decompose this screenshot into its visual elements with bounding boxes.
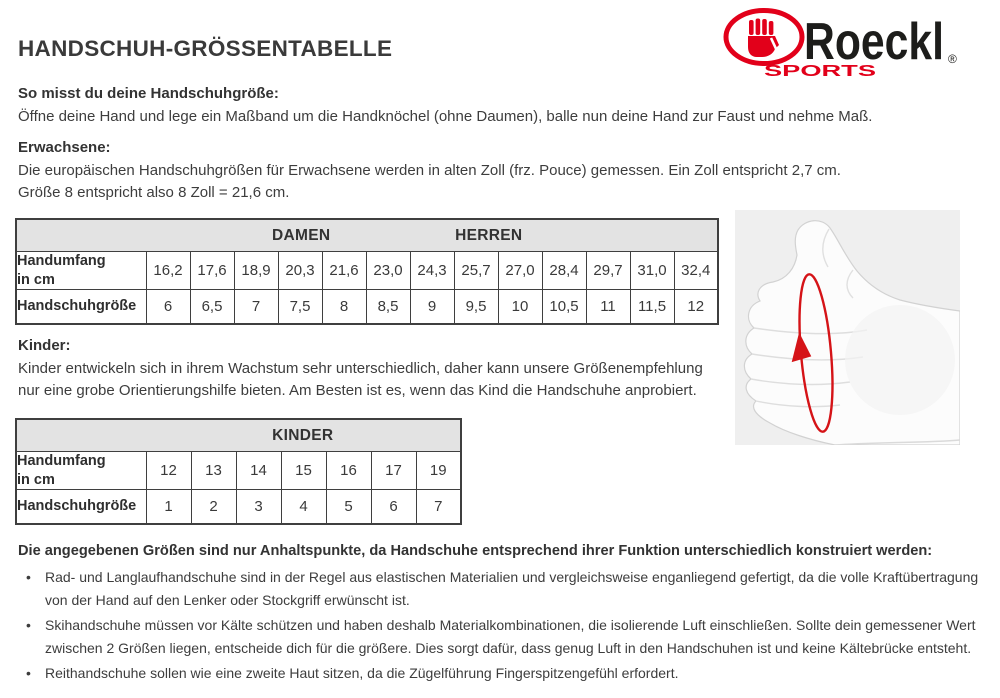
- circumference-cell: 25,7: [453, 251, 499, 290]
- measure-heading: So misst du deine Handschuhgröße:: [18, 85, 279, 102]
- kinder-group-label: KINDER: [272, 426, 334, 444]
- size-cell: 8,5: [365, 289, 411, 324]
- damen-group-label: DAMEN: [272, 226, 331, 244]
- size-cell: 6,5: [189, 289, 235, 324]
- thumb-line: [769, 37, 780, 54]
- circumference-cell: 29,7: [585, 251, 631, 290]
- registered-mark: ®: [948, 52, 957, 66]
- circumference-cell: 15: [280, 451, 327, 490]
- adults-text-line1: Die europäischen Handschuhgrößen für Erw…: [18, 162, 841, 179]
- roeckl-logo-graphic: Roeckl ® SPORTS: [723, 8, 957, 80]
- size-cell: 11,5: [629, 289, 675, 324]
- circumference-cell: 32,4: [673, 251, 719, 290]
- size-cell: 10,5: [541, 289, 587, 324]
- size-cell: 5: [325, 489, 372, 524]
- measure-body: Öffne deine Hand und lege ein Maßband um…: [18, 108, 873, 125]
- measure-ellipse-icon: [791, 273, 834, 433]
- brand-logo: Roeckl ® SPORTS: [718, 5, 966, 80]
- adult-table-group-header: DAMEN HERREN: [15, 218, 719, 252]
- circumference-cell: 16: [325, 451, 372, 490]
- herren-group-label: HERREN: [455, 226, 523, 244]
- hand-graphic: [743, 220, 961, 446]
- kids-size-table: KINDER Handumfang in cm 12 13 14 15 16 1…: [15, 418, 462, 525]
- circumference-cell: 21,6: [321, 251, 367, 290]
- circumference-cell: 12: [145, 451, 192, 490]
- circumference-cell: 19: [415, 451, 462, 490]
- circumference-cell: 17: [370, 451, 417, 490]
- list-item: Reithandschuhe sollen wie eine zweite Ha…: [18, 662, 980, 685]
- kids-text-line1: Kinder entwickeln sich in ihrem Wachstum…: [18, 360, 703, 377]
- list-item: Skihandschuhe müssen vor Kälte schützen …: [18, 614, 980, 660]
- size-cell: 7: [415, 489, 462, 524]
- row-label-circumference: Handumfang in cm: [15, 251, 147, 290]
- circumference-cell: 16,2: [145, 251, 191, 290]
- circumference-cell: 18,9: [233, 251, 279, 290]
- brand-subtitle: SPORTS: [764, 63, 877, 79]
- size-cell: 6: [145, 289, 191, 324]
- circumference-cell: 28,4: [541, 251, 587, 290]
- circumference-cell: 24,3: [409, 251, 455, 290]
- circumference-cell: 20,3: [277, 251, 323, 290]
- size-cell: 3: [235, 489, 282, 524]
- size-cell: 8: [321, 289, 367, 324]
- page-title: HANDSCHUH-GRÖSSENTABELLE: [18, 36, 393, 61]
- circumference-cell: 14: [235, 451, 282, 490]
- row-label-glove-size: Handschuhgröße: [15, 289, 147, 324]
- kids-text-line2: nur eine grobe Orientierungshilfe bieten…: [18, 382, 697, 399]
- circumference-cell: 17,6: [189, 251, 235, 290]
- size-cell: 12: [673, 289, 719, 324]
- size-cell: 6: [370, 489, 417, 524]
- size-cell: 11: [585, 289, 631, 324]
- brand-name: Roeckl: [804, 13, 944, 71]
- logo-oval: [723, 8, 805, 66]
- size-cell: 9,5: [453, 289, 499, 324]
- circumference-cell: 31,0: [629, 251, 675, 290]
- row-label-circumference: Handumfang in cm: [15, 451, 147, 490]
- size-cell: 1: [145, 489, 192, 524]
- hand-measurement-image: [735, 210, 961, 446]
- list-item: Rad- und Langlaufhandschuhe sind in der …: [18, 566, 980, 612]
- circumference-cell: 13: [190, 451, 237, 490]
- bullet-list: Rad- und Langlaufhandschuhe sind in der …: [18, 566, 980, 687]
- footer-heading: Die angegebenen Größen sind nur Anhaltsp…: [18, 543, 933, 559]
- adult-size-table: DAMEN HERREN Handumfang in cm 16,2 17,6 …: [15, 218, 719, 325]
- size-cell: 4: [280, 489, 327, 524]
- kids-heading: Kinder:: [18, 337, 71, 354]
- size-cell: 7: [233, 289, 279, 324]
- hand-icon: [748, 18, 779, 57]
- adults-text-line2: Größe 8 entspricht also 8 Zoll = 21,6 cm…: [18, 184, 290, 201]
- size-cell: 9: [409, 289, 455, 324]
- size-cell: 7,5: [277, 289, 323, 324]
- size-cell: 2: [190, 489, 237, 524]
- adults-heading: Erwachsene:: [18, 139, 111, 156]
- hand-measurement-figure: [735, 210, 961, 446]
- circumference-cell: 23,0: [365, 251, 411, 290]
- size-cell: 10: [497, 289, 543, 324]
- row-label-glove-size: Handschuhgröße: [15, 489, 147, 524]
- kids-table-group-header: KINDER: [15, 418, 462, 452]
- circumference-cell: 27,0: [497, 251, 543, 290]
